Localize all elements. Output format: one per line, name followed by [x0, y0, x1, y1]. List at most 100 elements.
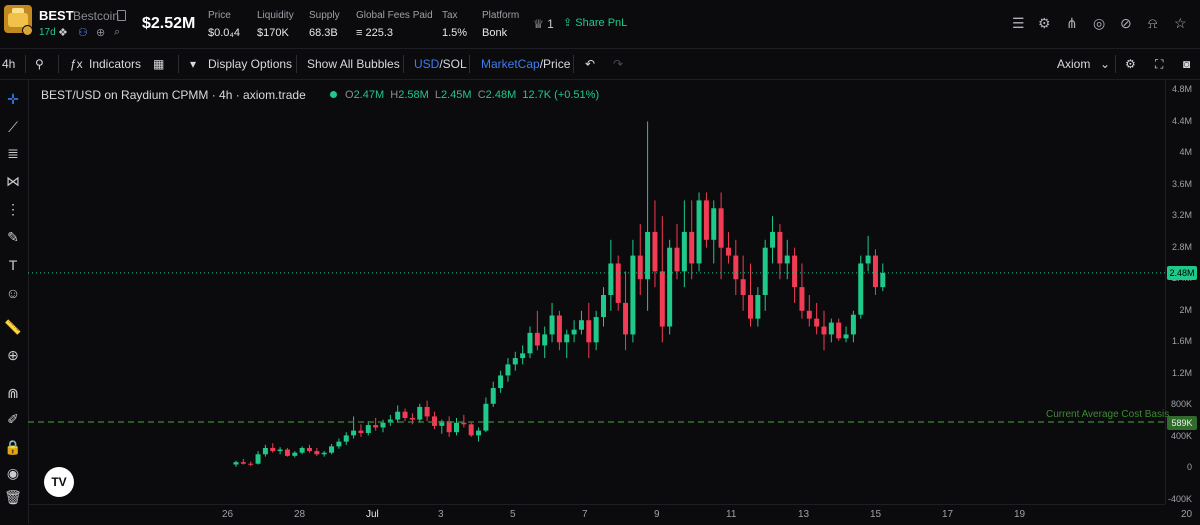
undo-icon[interactable]: ↶ [585, 57, 596, 71]
text-icon[interactable]: T [8, 257, 18, 273]
candle-body [461, 422, 467, 425]
zoom-in-icon[interactable]: ⊕ [7, 347, 19, 363]
candle-body [725, 247, 731, 256]
source-select[interactable]: Axiom [1057, 57, 1091, 71]
bell-icon[interactable]: ⍾ [1148, 15, 1158, 31]
stat-value: Bonk [482, 27, 508, 39]
candle-body [770, 231, 776, 248]
copy-icon[interactable] [117, 10, 126, 21]
mcap-price-toggle[interactable]: MarketCap/Price [481, 57, 570, 71]
indicators-icon[interactable]: ƒx [70, 57, 83, 71]
tradingview-logo[interactable]: TV [44, 467, 74, 497]
holders-icon[interactable]: ⚇ [78, 27, 88, 39]
candle-body [439, 421, 445, 426]
emoji-icon[interactable]: ☺ [5, 285, 21, 301]
redo-icon[interactable]: ↷ [613, 57, 624, 71]
star-icon[interactable]: ☆ [1174, 15, 1187, 31]
search-icon[interactable]: ⌕ [114, 26, 121, 38]
hide-icon[interactable]: ◎ [1093, 15, 1106, 31]
candle-body [292, 452, 298, 456]
share-pnl-button[interactable]: ⇪ Share PnL [563, 16, 627, 29]
candle-body [520, 353, 526, 359]
brush-icon[interactable]: ✎ [7, 229, 19, 245]
candle-body [270, 447, 276, 452]
y-tick-label: 4.8M [1171, 84, 1192, 94]
list-icon[interactable]: ☰ [1012, 15, 1025, 31]
ohlc-readout: O2.47M H2.58M L2.45M C2.48M 12.7K (+0.51… [330, 89, 599, 101]
globe-icon[interactable]: ⊕ [96, 27, 106, 39]
fullscreen-icon[interactable]: ⛶ [1155, 57, 1164, 71]
indicators-button[interactable]: Indicators [89, 57, 142, 71]
x-axis[interactable]: 26 28 Jul 3 5 7 9 11 13 15 17 19 20 [28, 504, 1192, 525]
candle-body [277, 449, 283, 452]
candle-body [248, 463, 254, 465]
candle-body [740, 279, 746, 295]
projection-icon[interactable]: ⋮ [6, 201, 20, 217]
token-age: 17d [39, 27, 56, 38]
candle-body [593, 317, 599, 343]
settings-icon[interactable]: ⚙ [1038, 15, 1051, 31]
candle-body [733, 255, 739, 280]
currency-toggle[interactable]: USD/SOL [414, 57, 467, 71]
caret-down-icon[interactable]: ▾ [190, 57, 197, 71]
candle-body [748, 295, 753, 319]
candles-group [233, 121, 886, 467]
stat-label: Price [208, 10, 231, 21]
candle-body [814, 318, 820, 327]
y-axis[interactable]: 4.8M4.4M4M3.6M3.2M2.8M2.4M2M1.6M1.2M800K… [1165, 80, 1200, 504]
interval-select[interactable]: 4h [2, 57, 16, 71]
trash-icon[interactable]: 🗑 [4, 489, 22, 505]
candle-body [556, 315, 562, 343]
stat-value: $170K [257, 27, 289, 39]
camera-icon[interactable]: ◙ [1183, 57, 1191, 71]
fib-icon[interactable]: ≣ [7, 145, 19, 161]
stat-label: Platform [482, 10, 520, 21]
stat-platform: Platform Bonk [482, 10, 519, 39]
share-nodes-icon[interactable]: ⋔ [1066, 15, 1078, 31]
candle-body [549, 315, 555, 335]
lock-icon[interactable]: 🔒 [4, 439, 22, 455]
candle-body [240, 462, 246, 464]
chart-settings-icon[interactable]: ⚙ [1125, 57, 1136, 71]
stat-label: Tax [442, 10, 458, 21]
no-alert-icon[interactable]: ⊘ [1120, 15, 1132, 31]
candle-body [351, 430, 357, 436]
x-tick-label: Jul [366, 509, 379, 520]
ohlc-high: 2.58M [398, 89, 429, 101]
badge-icon [22, 25, 33, 36]
candle-body [284, 449, 290, 456]
candle-body [880, 272, 886, 288]
x-tick-label: 13 [798, 509, 810, 520]
candle-body [674, 247, 680, 272]
show-bubbles-button[interactable]: Show All Bubbles [307, 57, 400, 71]
candle-body [755, 295, 761, 319]
eye-icon[interactable]: ◉ [6, 465, 20, 481]
chevron-down-icon[interactable]: ⌄ [1100, 57, 1111, 71]
y-tick-label: 1.6M [1171, 336, 1192, 347]
candle-body [446, 421, 452, 433]
pattern-icon[interactable]: ⋈ [6, 173, 20, 189]
candle-body [483, 403, 489, 431]
chef-hat-icon[interactable]: ❖ [58, 27, 68, 39]
candle-body [417, 406, 423, 420]
candle-body [792, 255, 798, 288]
display-options-button[interactable]: Display Options [208, 57, 293, 71]
trend-line-icon[interactable]: ⟋ [8, 119, 18, 135]
crosshair-icon[interactable]: ✛ [7, 91, 19, 107]
candle-body [314, 451, 320, 455]
bookmark-button[interactable]: ♕ 1 [533, 17, 554, 31]
stat-value: 68.3B [309, 27, 338, 39]
candle-body [380, 422, 386, 428]
lock-drawing-icon[interactable]: ✐ [7, 411, 19, 427]
token-symbol: BEST [39, 8, 74, 23]
ruler-icon[interactable]: 📏 [4, 319, 22, 335]
candle-type-icon[interactable]: ⚲ [35, 57, 44, 71]
candle-body [858, 263, 864, 315]
layouts-icon[interactable]: ▦ [153, 57, 165, 71]
magnet-icon[interactable]: ⋒ [7, 385, 19, 401]
candle-body [689, 231, 695, 264]
candle-body [505, 364, 511, 376]
stat-global-fees: Global Fees Paid ≡ 225.3 [356, 10, 433, 39]
token-name: Bestcoin [73, 9, 120, 23]
